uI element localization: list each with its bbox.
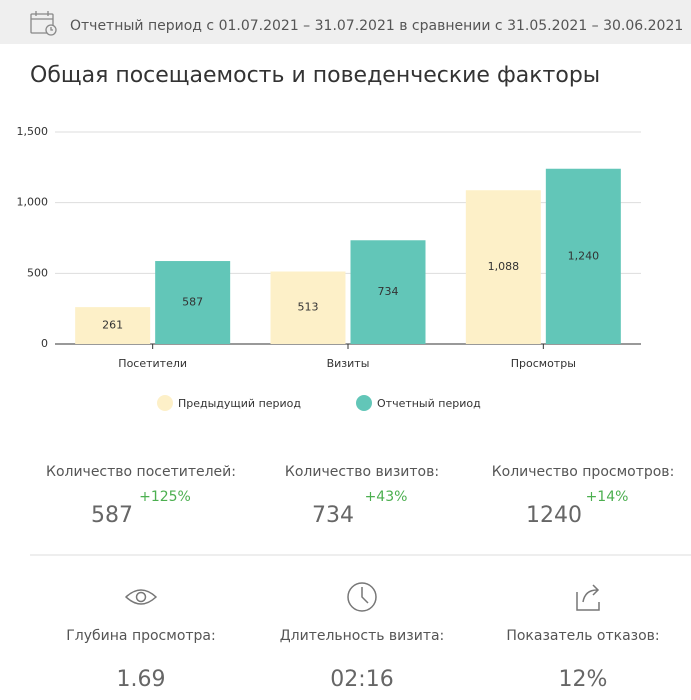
legend-label: Отчетный период: [377, 397, 481, 410]
metric-value: 1.69: [117, 667, 166, 692]
y-tick-label: 500: [27, 266, 48, 279]
metric-label: Глубина просмотра:: [66, 628, 215, 644]
legend-swatch: [157, 395, 173, 411]
bar: [270, 271, 346, 344]
period-text: Отчетный период с 01.07.2021 – 31.07.202…: [70, 18, 683, 34]
stat-value: 1240: [526, 503, 582, 528]
legend-swatch: [356, 395, 372, 411]
bar: [350, 240, 426, 344]
metric-label: Длительность визита:: [280, 628, 445, 644]
stat-change: +14%: [586, 489, 629, 505]
x-tick-label: Просмотры: [511, 357, 576, 370]
bar-value-label: 734: [378, 285, 399, 298]
metric-value: 02:16: [330, 667, 393, 692]
x-tick-label: Посетители: [118, 357, 187, 370]
legend-label: Предыдущий период: [178, 397, 301, 410]
stat-label: Количество визитов:: [285, 464, 439, 480]
stat-value: 587: [91, 503, 133, 528]
stat-label: Количество посетителей:: [46, 464, 236, 480]
bar: [465, 190, 541, 344]
y-tick-label: 0: [41, 337, 48, 350]
share-icon: [576, 584, 600, 611]
page-title: Общая посещаемость и поведенческие факто…: [30, 63, 600, 88]
header-bar: [0, 0, 691, 44]
bar-value-label: 261: [102, 319, 123, 332]
stat-value: 734: [312, 503, 354, 528]
clock-icon: [347, 582, 377, 612]
x-tick-label: Визиты: [327, 357, 370, 370]
stat-label: Количество просмотров:: [492, 464, 675, 480]
bar: [545, 168, 621, 344]
bar: [155, 261, 231, 344]
eye-icon: [124, 589, 158, 605]
calendar-icon: [30, 11, 57, 36]
bar-value-label: 513: [298, 301, 319, 314]
y-tick-label: 1,000: [17, 196, 49, 209]
bar-value-label: 1,088: [488, 260, 520, 273]
bar-value-label: 1,240: [568, 249, 600, 262]
metric-value: 12%: [559, 667, 608, 692]
bar-value-label: 587: [182, 296, 203, 309]
metric-label: Показатель отказов:: [506, 628, 659, 644]
bar: [75, 307, 151, 344]
stat-change: +43%: [365, 489, 408, 505]
stat-change: +125%: [139, 489, 191, 505]
y-tick-label: 1,500: [17, 125, 49, 138]
